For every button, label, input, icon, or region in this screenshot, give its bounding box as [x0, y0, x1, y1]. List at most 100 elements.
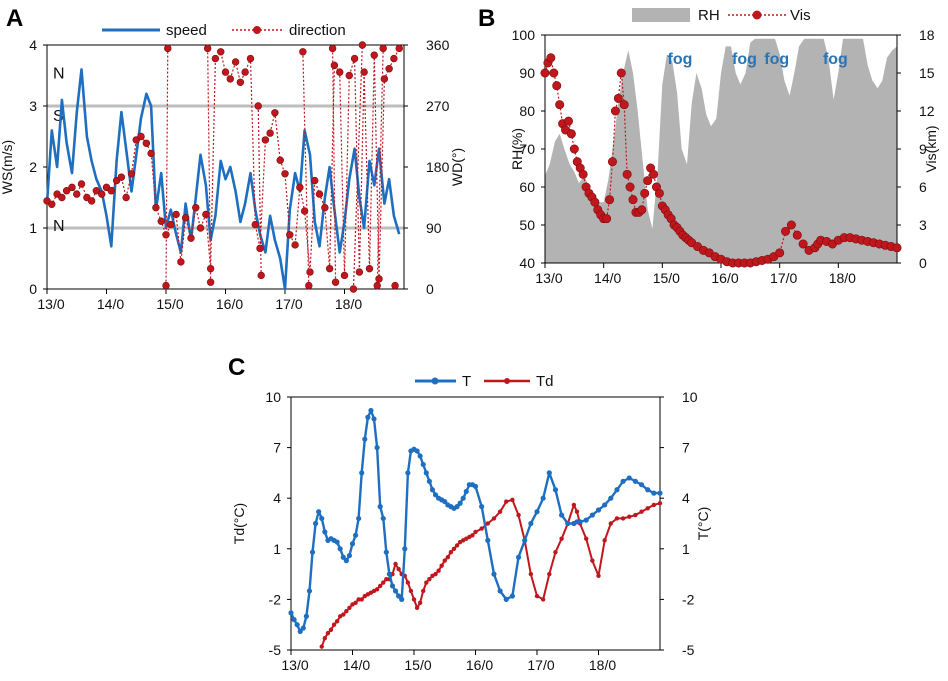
panel-c-td-point [328, 627, 334, 632]
panel-c-td-point [442, 558, 447, 563]
panel-c-td-point [497, 509, 503, 514]
panel-c-t-point [343, 558, 349, 564]
panel-a-direction-label: N [53, 218, 65, 235]
panel-b-vis-point [775, 248, 785, 258]
panel-c-t-point [577, 519, 583, 525]
panel-c-t-point [528, 520, 534, 527]
panel-b-ylabel-right: Vis(km) [923, 125, 939, 172]
panel-b-y-tick-label-right: 12 [919, 103, 935, 119]
panel-a-x-tick-label: 13/0 [37, 296, 64, 312]
panel-a-x-tick-label: 14/0 [97, 296, 124, 312]
panel-c-td-point [516, 512, 521, 518]
panel-a-direction-point [350, 54, 359, 63]
panel-c-t-line [289, 409, 660, 633]
panel-c-td-line [320, 498, 661, 647]
panel-c-td-point [553, 549, 558, 555]
panel-c-t-point [356, 515, 362, 522]
panel-c-td-point [608, 521, 613, 526]
panel-c-t-point [645, 487, 651, 493]
panel-b-fog-label: fog [732, 51, 757, 68]
panel-a-legend-direction-marker [253, 26, 261, 34]
panel-b-chart: B 13/0 14/0 15/0 16/0 17/0 18/040506070809010… [478, 5, 939, 286]
panel-b-x-tick-label: 17/0 [770, 270, 797, 286]
panel-c-td-point [445, 555, 451, 560]
panel-c-t-point [396, 593, 402, 599]
panel-c-t-point [297, 628, 303, 635]
panel-c-t-point [316, 509, 322, 515]
panel-a-direction-point [315, 190, 324, 198]
panel-c-t-point [491, 571, 497, 577]
panel-c-td-point [540, 597, 546, 602]
panel-c-t-point [371, 416, 377, 422]
panel-a-direction-spike-point [379, 44, 387, 53]
panel-c-y-tick-label-right: 10 [682, 389, 698, 405]
panel-a-direction-point [370, 51, 378, 59]
panel-c-t-point [552, 487, 559, 493]
panel-b-vis-point [622, 169, 632, 179]
panel-a-direction-point [360, 68, 368, 76]
panel-c-td-point [602, 538, 607, 543]
panel-c-t-point [485, 537, 491, 543]
panel-c-y-tick-label-right: 1 [682, 541, 690, 557]
panel-c-t-point [460, 495, 466, 501]
panel-b-vis-point [555, 100, 565, 110]
panel-c-td-point [411, 597, 417, 602]
panel-a-direction-point [157, 217, 165, 225]
panel-c-y-tick-label-left: 4 [273, 490, 281, 506]
panel-c-x-tick-label: 14/0 [343, 657, 370, 673]
panel-a-direction-point [345, 71, 353, 80]
panel-b-fog-label: fog [764, 51, 789, 68]
panel-a-direction-point [87, 197, 96, 205]
panel-c-y-tick-label-left: -2 [269, 591, 282, 607]
panel-a-direction-spike-point [164, 44, 172, 53]
panel-c-t-point [340, 554, 346, 560]
panel-a-direction-spike-point [162, 281, 170, 290]
panel-c-td-point [424, 580, 429, 585]
panel-c-t-point [383, 549, 389, 555]
panel-c-td-point [651, 502, 657, 508]
panel-c-t-point [362, 436, 368, 442]
panel-c-t-point [352, 532, 359, 538]
panel-c-td-point [325, 630, 331, 636]
panel-a-direction-point [211, 54, 220, 63]
panel-c-t-point [602, 502, 608, 508]
panel-a-direction-point [192, 203, 200, 212]
panel-c-td-point [356, 597, 361, 602]
panel-a-x-tick-label: 18/0 [335, 296, 362, 312]
panel-c-td-point [374, 587, 380, 592]
panel-a-direction-point [167, 220, 175, 229]
panel-c-t-point [402, 546, 408, 552]
panel-b-x-tick-label: 13/0 [535, 270, 562, 286]
panel-b-vis-point [786, 220, 796, 230]
panel-c-td-point [414, 605, 420, 611]
panel-b-y-tick-label-right: 9 [919, 141, 927, 157]
panel-c-y-tick-label-right: 4 [682, 490, 690, 506]
panel-a-y-tick-label-right: 90 [426, 220, 442, 236]
panel-c-ylabel-left: Td(°C) [231, 503, 247, 544]
panel-b-vis-point [540, 68, 550, 78]
panel-b-vis-point [892, 243, 902, 253]
panel-a-direction-point [226, 75, 234, 83]
panel-c-td-point [510, 497, 515, 503]
panel-c-t-point [374, 445, 380, 451]
panel-a-direction-spike-point [373, 281, 381, 290]
panel-b-vis-point [616, 68, 626, 78]
panel-c-t-point [515, 554, 522, 560]
panel-b-vis-point [569, 144, 579, 154]
panel-c-t-point [608, 495, 614, 501]
panel-a-direction-spike-point [391, 281, 399, 290]
panel-c-t-point [657, 490, 663, 496]
panel-b-letter: B [478, 5, 495, 32]
panel-a-direction-label: S [53, 108, 64, 125]
panel-a-direction-point [152, 203, 160, 212]
panel-a-direction-spike [352, 44, 363, 290]
panel-c-y-tick-label-left: 7 [273, 440, 281, 456]
panel-b-vis-point [649, 169, 659, 179]
panel-c-t-point [303, 613, 309, 619]
panel-a-x-tick-label: 16/0 [216, 296, 243, 312]
panel-a-direction-point [271, 109, 279, 117]
panel-c-td-point [485, 521, 490, 526]
panel-b-y-tick-label-right: 0 [919, 255, 927, 271]
panel-a-direction-spike-point [299, 48, 307, 56]
panel-c-td-point [451, 546, 457, 551]
